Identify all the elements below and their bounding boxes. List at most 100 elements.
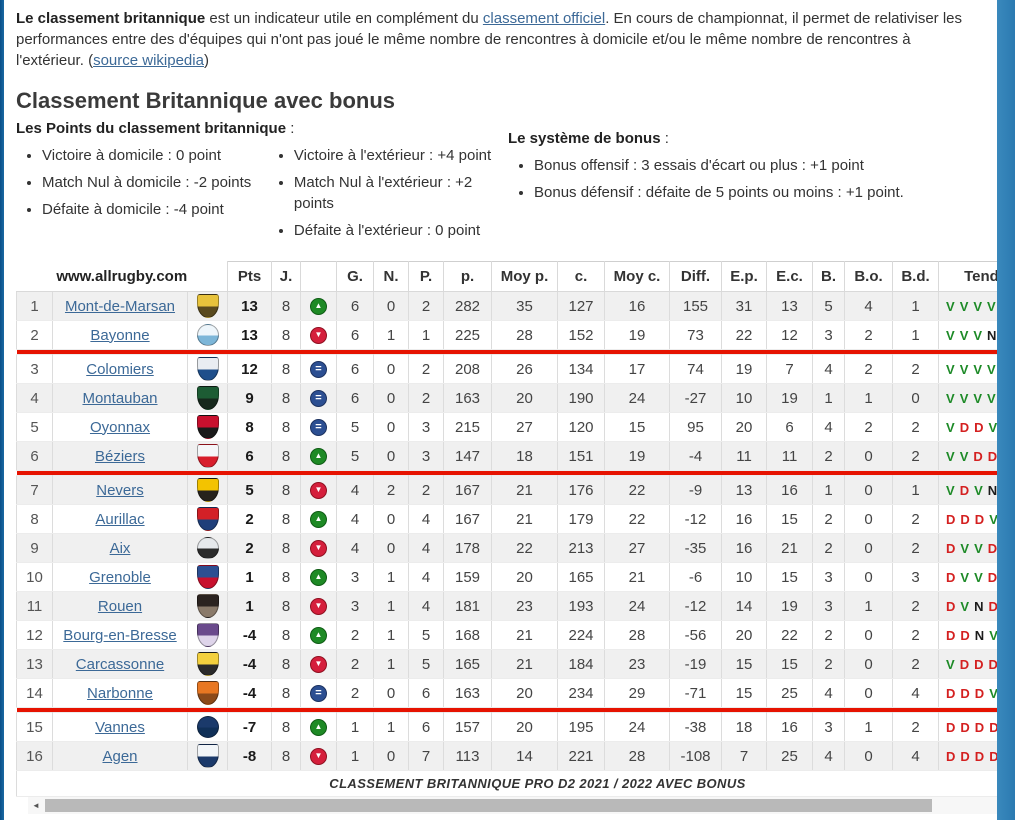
- team-crest-icon: [196, 478, 219, 502]
- scroll-left-arrow-icon[interactable]: ◄: [32, 801, 40, 810]
- team-link[interactable]: Aurillac: [95, 510, 145, 528]
- team-crest-icon: [196, 623, 219, 647]
- logo-cell: [186, 678, 229, 708]
- team-link[interactable]: Vannes: [95, 718, 145, 736]
- list-item: Défaite à domicile : -4 point: [42, 199, 268, 220]
- tries-against-cell: 16: [766, 475, 814, 505]
- team-link[interactable]: Bayonne: [90, 326, 150, 344]
- team-link[interactable]: Nevers: [96, 481, 144, 499]
- table-row: 10 Grenoble 1 8 ▲ 3 1 4 159 20 165 21 -6 10 15 3 0 3 D V V D: [16, 562, 997, 592]
- trend-letter: V: [959, 327, 969, 343]
- draws-cell: 0: [373, 383, 410, 413]
- trend-letter: V: [946, 361, 955, 377]
- wikipedia-source-link[interactable]: source wikipedia: [93, 52, 204, 69]
- trend-letter: D: [960, 685, 970, 701]
- rank-cell: 6: [16, 441, 53, 471]
- table-row: 2 Bayonne 13 8 ▼ 6 1 1 225 28 152 19 73 22 12 3 2 1 V V V N: [16, 320, 997, 350]
- scrollbar-thumb[interactable]: [45, 799, 932, 812]
- list-item: Match Nul à domicile : -2 points: [42, 172, 268, 193]
- team-crest-icon: [196, 294, 219, 318]
- tries-against-cell: 7: [766, 354, 814, 384]
- trend-letter: D: [974, 685, 985, 701]
- team-link[interactable]: Bourg-en-Bresse: [63, 626, 177, 644]
- team-link[interactable]: Oyonnax: [89, 418, 151, 436]
- team-link[interactable]: Béziers: [94, 447, 146, 465]
- bonus-off-cell: 2: [844, 320, 894, 350]
- tries-for-cell: 20: [721, 620, 768, 650]
- wins-cell: 5: [336, 412, 375, 442]
- rank-cell: 9: [16, 533, 53, 563]
- losses-cell: 3: [408, 441, 445, 471]
- avg-against-cell: 15: [604, 412, 671, 442]
- list-item: Défaite à l'extérieur : 0 point: [294, 220, 508, 241]
- bonus-def-cell: 2: [892, 712, 940, 742]
- rank-cell: 8: [16, 504, 53, 534]
- rank-up-icon: ▲: [310, 626, 328, 644]
- points-against-cell: 120: [557, 412, 606, 442]
- list-item: Victoire à domicile : 0 point: [42, 145, 268, 166]
- trend-letter: D: [946, 569, 956, 585]
- games-played-cell: 8: [271, 591, 302, 621]
- movement-cell: ▲: [300, 620, 338, 650]
- team-link[interactable]: Rouen: [97, 597, 143, 615]
- movement-cell: ▲: [300, 291, 338, 321]
- diff-cell: -19: [669, 649, 723, 679]
- header-row: www.allrugby.com Pts J. G. N. P. p. Moy p. c. Moy…: [16, 261, 997, 292]
- bonus-rules-title-bold: Le système de bonus: [508, 130, 661, 147]
- diff-cell: 155: [669, 291, 723, 321]
- tries-for-cell: 10: [721, 562, 768, 592]
- red-divider-line: [16, 349, 997, 355]
- trend-letter: V: [959, 390, 969, 406]
- team-crest-icon: [196, 681, 219, 705]
- horizontal-scrollbar[interactable]: ◄ ►: [28, 797, 997, 814]
- team-link[interactable]: Grenoble: [89, 568, 151, 586]
- losses-cell: 4: [408, 591, 445, 621]
- movement-cell: =: [300, 678, 338, 708]
- team-link[interactable]: Carcassonne: [75, 655, 165, 673]
- team-crest-icon: [196, 386, 219, 410]
- points-cell: -4: [227, 620, 273, 650]
- scroll-right-arrow-icon[interactable]: ►: [994, 801, 997, 810]
- movement-cell: ▼: [300, 591, 338, 621]
- points-against-cell: 151: [557, 441, 606, 471]
- tries-for-cell: 18: [721, 712, 768, 742]
- bonus-def-cell: 4: [892, 678, 940, 708]
- table-row: 12 Bourg-en-Bresse -4 8 ▲ 2 1 5 168 21 224 28 -56 20 2…: [16, 620, 997, 650]
- trend-letter: V: [987, 298, 996, 314]
- logo-cell: [186, 412, 229, 442]
- trend-letter: V: [973, 327, 983, 343]
- points-against-cell: 190: [557, 383, 606, 413]
- team-link[interactable]: Aix: [109, 539, 131, 557]
- table-row: 7 Nevers 5 8 ▼ 4 2 2 167 21 176 22 -9 13 16 1 0 1 V D V N: [16, 475, 997, 505]
- team-cell: Carcassonne: [52, 649, 188, 679]
- team-link[interactable]: Narbonne: [87, 684, 153, 702]
- tries-against-cell: 6: [766, 412, 814, 442]
- column-header-p: p.: [443, 261, 493, 292]
- movement-cell: =: [300, 412, 338, 442]
- team-link[interactable]: Montauban: [82, 389, 158, 407]
- team-link[interactable]: Mont-de-Marsan: [64, 297, 176, 315]
- trend-letter: D: [988, 598, 997, 614]
- team-crest-icon: [196, 744, 219, 768]
- team-link[interactable]: Colomiers: [86, 360, 154, 378]
- trend-letter: V: [973, 298, 983, 314]
- logo-cell: [186, 562, 229, 592]
- trend-letter: D: [974, 419, 984, 435]
- movement-cell: ▲: [300, 441, 338, 471]
- points-for-cell: 168: [443, 620, 493, 650]
- bonus-cell: 4: [812, 412, 846, 442]
- losses-cell: 5: [408, 649, 445, 679]
- diff-cell: -38: [669, 712, 723, 742]
- points-cell: 5: [227, 475, 273, 505]
- movement-cell: ▼: [300, 320, 338, 350]
- tries-against-cell: 13: [766, 291, 814, 321]
- rank-cell: 16: [16, 741, 53, 771]
- trend-letter: D: [987, 540, 997, 556]
- trend-letter: D: [987, 569, 997, 585]
- team-link[interactable]: Agen: [102, 747, 138, 765]
- official-ranking-link[interactable]: classement officiel: [482, 10, 606, 27]
- diff-cell: -71: [669, 678, 723, 708]
- tries-for-cell: 7: [721, 741, 768, 771]
- points-for-cell: 113: [443, 741, 493, 771]
